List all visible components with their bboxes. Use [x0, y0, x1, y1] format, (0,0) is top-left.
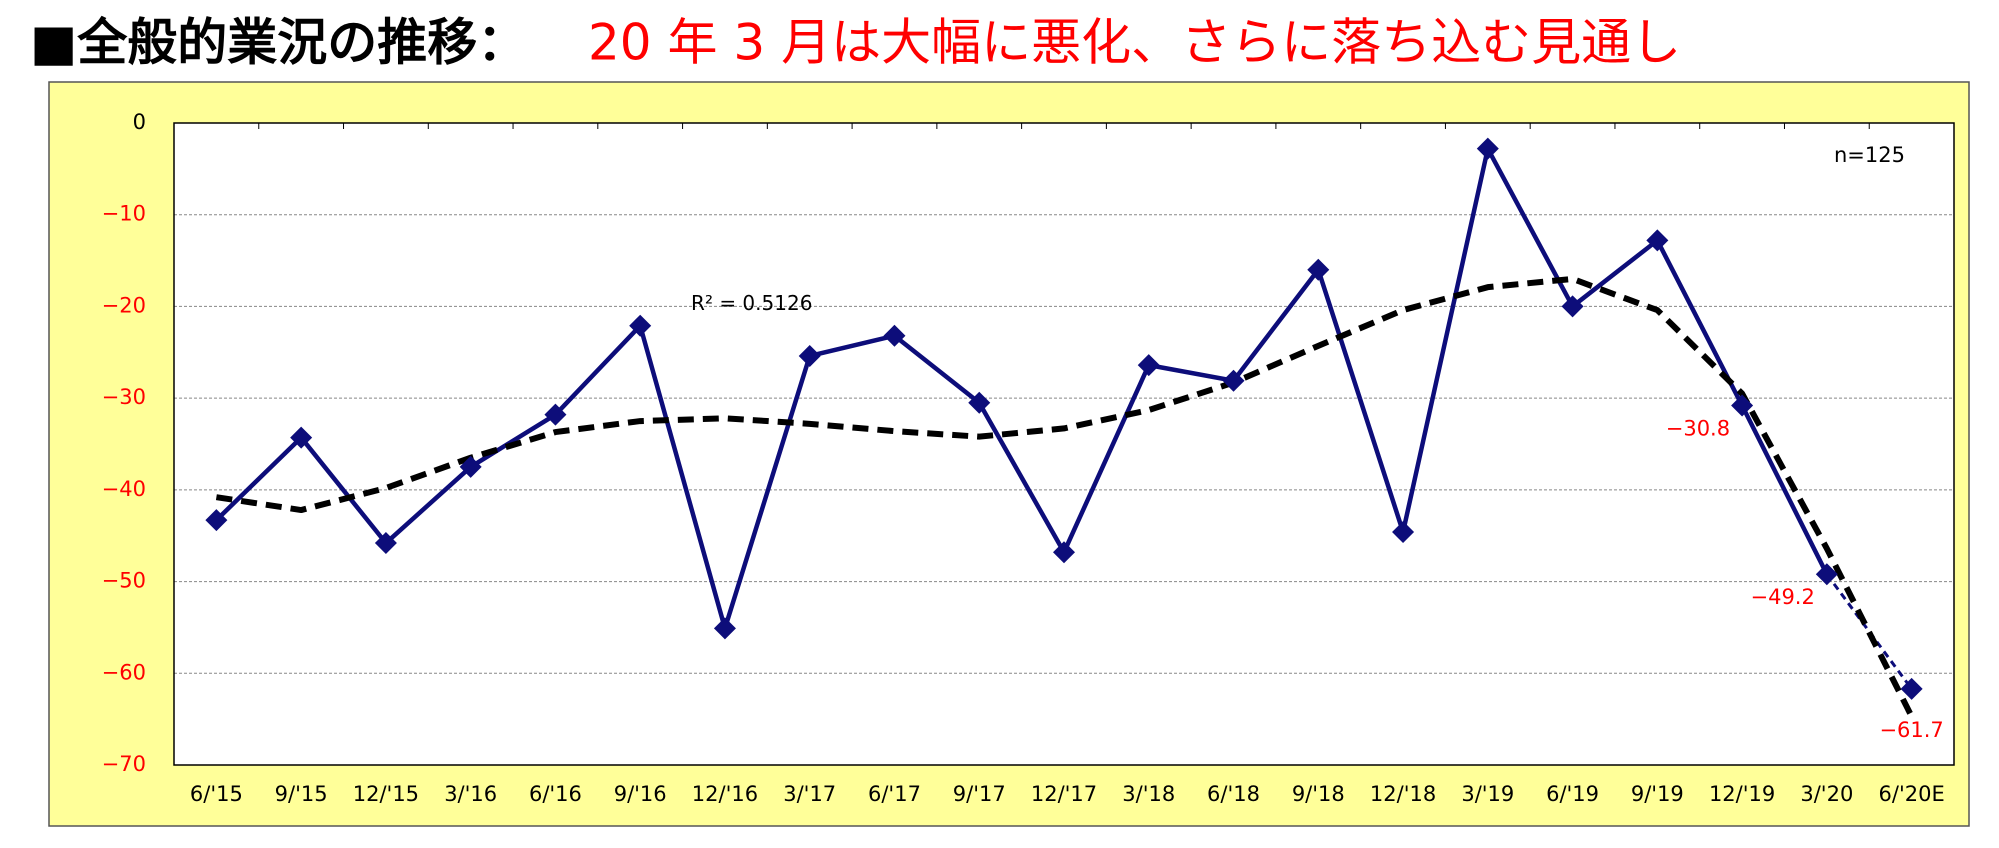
marker	[374, 532, 397, 555]
y-tick-label: −60	[102, 660, 146, 684]
marker	[459, 455, 482, 478]
data-label: −61.7	[1879, 718, 1943, 742]
marker	[1731, 394, 1754, 417]
y-tick-label: −40	[102, 477, 146, 501]
x-tick-label: 6/'15	[190, 782, 243, 806]
x-tick-label: 3/'17	[783, 782, 836, 806]
marker	[1137, 354, 1160, 377]
x-tick-label: 12/'18	[1370, 782, 1436, 806]
y-tick-label: −10	[102, 202, 146, 226]
x-tick-label: 9/'17	[953, 782, 1006, 806]
y-tick-label: −20	[102, 293, 146, 317]
marker	[1815, 563, 1838, 586]
x-tick-label: 9/'19	[1631, 782, 1684, 806]
marker	[1053, 541, 1075, 564]
marker	[1307, 258, 1330, 281]
x-tick-label: 6/'20E	[1879, 782, 1945, 806]
y-tick-label: −50	[102, 569, 146, 593]
chart-subtitle: 20 年 3 月は大幅に悪化、さらに落ち込む見通し	[588, 14, 1681, 72]
x-tick-label: 6/'19	[1546, 782, 1599, 806]
marker	[968, 391, 991, 414]
chart-title: ■全般的業況の推移：	[30, 14, 527, 72]
marker	[1561, 295, 1584, 318]
plot-area	[174, 123, 1954, 765]
trend-line	[215, 275, 1915, 718]
marker	[205, 509, 228, 532]
x-tick-label: 12/'16	[692, 782, 758, 806]
y-tick-label: −30	[102, 385, 146, 409]
data-label: −49.2	[1750, 585, 1814, 609]
x-tick-label: 9/'18	[1292, 782, 1345, 806]
x-tick-label: 12/'15	[353, 782, 419, 806]
x-tick-label: 12/'19	[1709, 782, 1775, 806]
marker	[1646, 229, 1669, 252]
data-label: −30.8	[1666, 416, 1730, 440]
x-tick-label: 6/'17	[868, 782, 921, 806]
y-tick-label: −70	[102, 752, 146, 776]
marker	[1222, 369, 1245, 392]
x-tick-label: 3/'16	[444, 782, 497, 806]
marker	[883, 324, 906, 347]
x-tick-label: 3/'18	[1122, 782, 1175, 806]
x-tick-label: 12/'17	[1031, 782, 1097, 806]
x-tick-label: 6/'18	[1207, 782, 1260, 806]
marker	[629, 314, 652, 337]
marker	[798, 344, 821, 367]
plot-border	[173, 122, 1955, 766]
trend-label: R² = 0.5126	[691, 291, 812, 315]
x-tick-label: 9/'16	[614, 782, 667, 806]
marker	[1900, 677, 1923, 700]
marker	[290, 426, 313, 449]
x-tick-label: 3/'20	[1800, 782, 1853, 806]
x-tick-label: 3/'19	[1461, 782, 1514, 806]
x-tick-label: 6/'16	[529, 782, 582, 806]
marker	[1476, 137, 1499, 160]
marker	[1392, 521, 1415, 544]
y-tick-label: 0	[133, 110, 146, 134]
x-tick-label: 9/'15	[275, 782, 328, 806]
marker	[544, 403, 567, 426]
marker	[713, 617, 736, 640]
annotation: n=125	[1834, 143, 1905, 167]
